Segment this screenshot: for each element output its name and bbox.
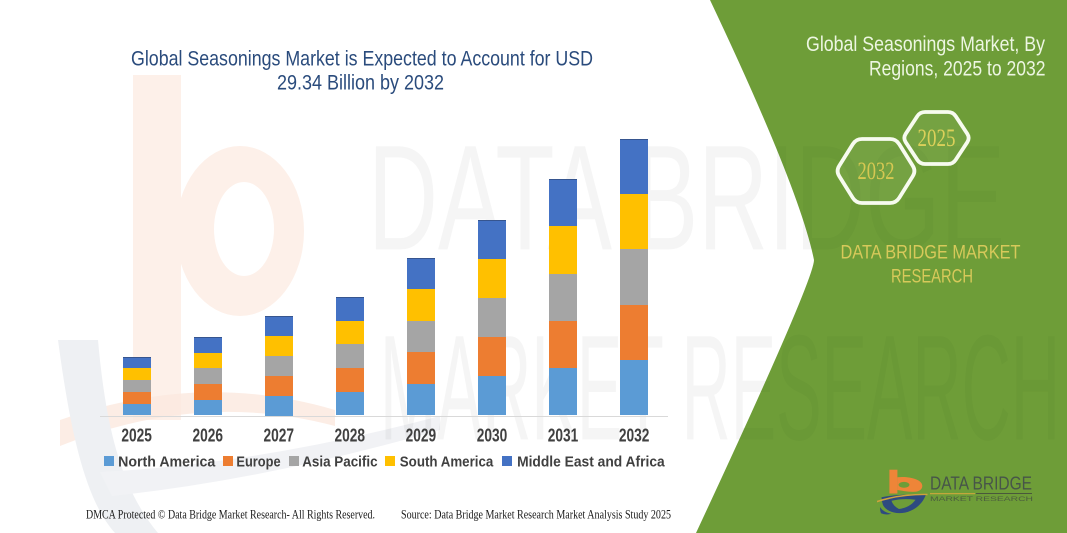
- svg-text:RESEARCH: RESEARCH: [891, 266, 973, 287]
- svg-text:2030: 2030: [477, 425, 508, 445]
- svg-text:South America: South America: [400, 454, 494, 471]
- svg-text:North America: North America: [118, 454, 216, 471]
- svg-text:Regions, 2025 to 2032: Regions, 2025 to 2032: [869, 57, 1046, 80]
- svg-text:29.34 Billion by 2032: 29.34 Billion by 2032: [277, 72, 444, 95]
- svg-text:Europe: Europe: [236, 454, 280, 471]
- svg-text:Middle East and Africa: Middle East and Africa: [517, 454, 665, 471]
- svg-text:2032: 2032: [858, 158, 895, 185]
- svg-text:2027: 2027: [263, 425, 294, 445]
- svg-text:Global Seasonings Market, By: Global Seasonings Market, By: [806, 33, 1045, 56]
- svg-text:2026: 2026: [192, 425, 223, 445]
- svg-text:Global Seasonings Market is Ex: Global Seasonings Market is Expected to …: [131, 47, 593, 70]
- svg-text:2028: 2028: [335, 425, 366, 445]
- svg-text:DATA BRIDGE: DATA BRIDGE: [930, 474, 1032, 494]
- svg-text:DMCA Protected © Data Bridge M: DMCA Protected © Data Bridge Market Rese…: [86, 507, 375, 522]
- svg-text:MARKET RESEARCH: MARKET RESEARCH: [930, 496, 1033, 503]
- svg-text:2025: 2025: [918, 125, 956, 152]
- svg-text:2032: 2032: [619, 425, 650, 445]
- svg-text:2029: 2029: [406, 425, 437, 445]
- svg-text:Source: Data Bridge Market Res: Source: Data Bridge Market Research Mark…: [401, 507, 671, 522]
- svg-text:2025: 2025: [121, 425, 152, 445]
- svg-text:DATA BRIDGE MARKET: DATA BRIDGE MARKET: [841, 243, 1021, 264]
- svg-text:Asia Pacific: Asia Pacific: [302, 454, 377, 471]
- svg-text:2031: 2031: [548, 425, 579, 445]
